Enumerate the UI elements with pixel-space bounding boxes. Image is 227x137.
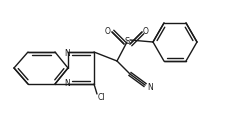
Text: N: N: [64, 79, 70, 88]
Text: O: O: [143, 28, 149, 36]
Text: O: O: [105, 28, 111, 36]
Text: N: N: [147, 82, 153, 92]
Text: Cl: Cl: [97, 92, 105, 102]
Text: S: S: [124, 38, 130, 46]
Text: N: N: [64, 48, 70, 58]
